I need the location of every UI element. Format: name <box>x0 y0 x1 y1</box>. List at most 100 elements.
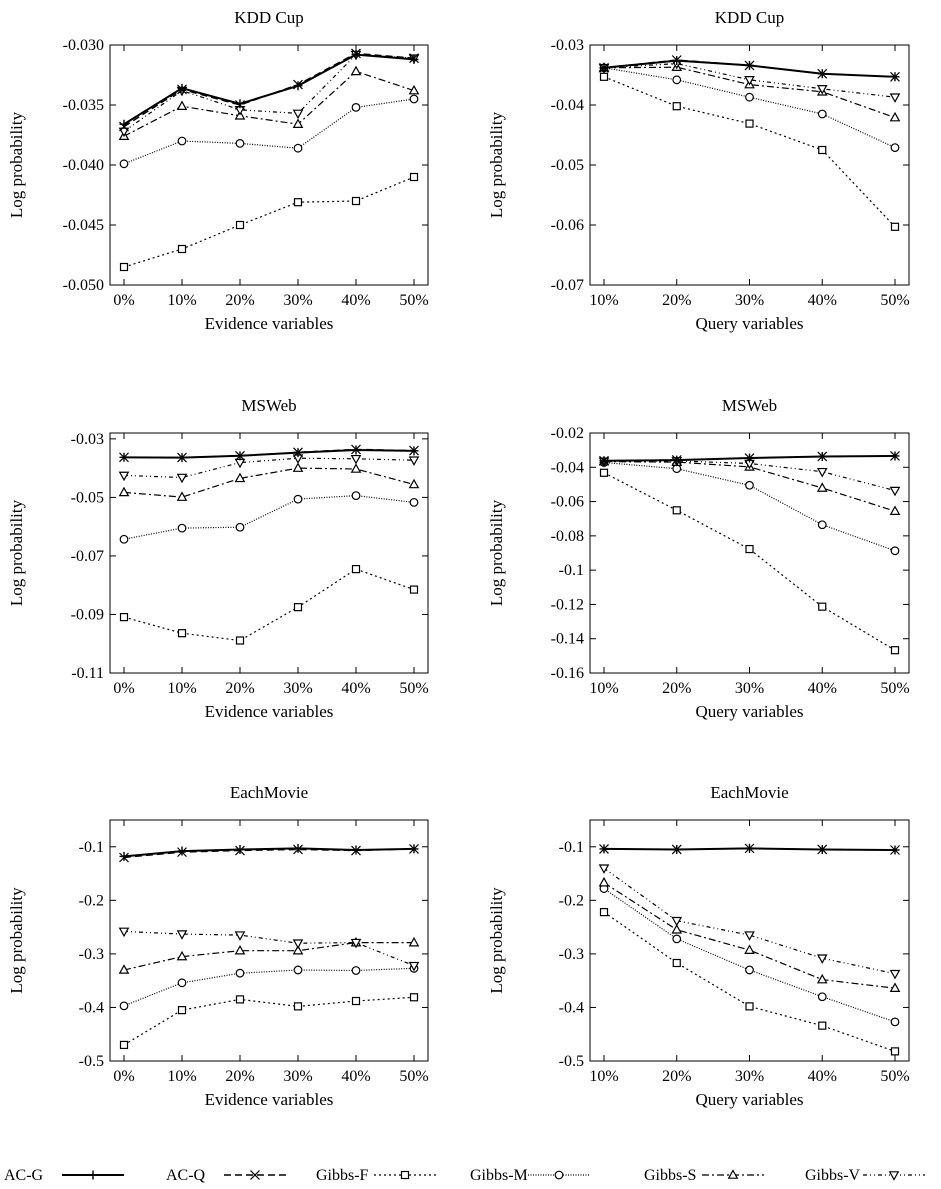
y-tick-label: -0.4 <box>559 999 584 1016</box>
legend-label: AC-G <box>4 1167 44 1184</box>
chart-panel-3: MSWeb -0.11 -0.09 -0.07 -0.05 -0.03 0% 10% 20% 30… <box>7 396 429 721</box>
y-tick-label: -0.2 <box>79 892 104 909</box>
series-gibbs-v <box>598 864 901 980</box>
x-tick-label: 0% <box>113 292 134 309</box>
series-line-gibbs-f <box>123 996 415 1046</box>
series-line-gibbs-v <box>603 62 896 98</box>
y-tick-label: -0.050 <box>63 277 104 294</box>
x-tick-label: 40% <box>341 292 370 309</box>
data-point-ac-g <box>177 83 187 93</box>
x-tick-label: 30% <box>735 1068 764 1085</box>
y-tick-label: -0.5 <box>559 1053 584 1070</box>
y-axis-label: Log probability <box>7 111 26 218</box>
data-point-gibbs-s <box>744 944 755 954</box>
data-point-ac-g <box>235 451 245 461</box>
data-point-ac-g <box>672 844 682 854</box>
data-point-gibbs-v <box>350 454 362 465</box>
legend-entry-gibbs-s: Gibbs-S <box>644 1167 764 1184</box>
legend-label: Gibbs-S <box>644 1167 696 1184</box>
data-point-gibbs-m <box>235 968 245 978</box>
series-gibbs-m <box>599 458 900 556</box>
data-point-gibbs-m <box>119 534 129 544</box>
data-point-gibbs-f <box>890 646 900 655</box>
data-point-ac-g <box>745 843 754 853</box>
series-line-gibbs-m <box>123 494 415 540</box>
series-gibbs-f <box>119 993 419 1050</box>
data-point-gibbs-m <box>890 1017 900 1027</box>
series-gibbs-v <box>118 50 420 138</box>
series-line-ac-g <box>123 53 415 126</box>
y-tick-label: -0.030 <box>63 37 104 54</box>
data-point-gibbs-v <box>408 961 420 972</box>
chart-panel-4: MSWeb -0.16 -0.14 -0.12 -0.1 -0.08 -0.06 -0.04 -… <box>487 396 910 721</box>
y-axis-label: Log probability <box>487 499 506 606</box>
x-axis-label: Evidence variables <box>205 1090 334 1109</box>
data-point-gibbs-m <box>745 965 754 975</box>
x-tick-label: 50% <box>399 1068 428 1085</box>
data-point-ac-g <box>890 845 900 855</box>
x-tick-label: 10% <box>589 292 618 309</box>
y-tick-label: -0.08 <box>551 528 584 545</box>
data-point-ac-g <box>235 99 245 109</box>
x-tick-label: 20% <box>225 1068 254 1085</box>
data-point-ac-g <box>119 119 129 129</box>
data-point-gibbs-s <box>408 936 420 947</box>
y-tick-label: -0.16 <box>551 665 584 682</box>
series-line-gibbs-s <box>123 70 415 137</box>
data-point-gibbs-s <box>234 944 246 955</box>
x-tick-label: 10% <box>167 1068 196 1085</box>
y-tick-label: -0.02 <box>551 425 584 442</box>
x-tick-label: 40% <box>808 680 837 697</box>
data-point-gibbs-s <box>598 876 610 887</box>
y-tick-label: -0.03 <box>551 37 584 54</box>
data-point-gibbs-f <box>235 995 245 1004</box>
data-point-gibbs-f <box>177 1006 187 1015</box>
x-tick-label: 40% <box>341 680 370 697</box>
y-tick-label: -0.06 <box>551 494 584 511</box>
y-tick-label: -0.3 <box>79 946 104 963</box>
data-point-gibbs-v <box>889 93 901 103</box>
data-point-gibbs-s <box>816 482 828 492</box>
data-point-gibbs-f <box>119 612 129 622</box>
legend-label: Gibbs-V <box>805 1167 861 1184</box>
series-line-gibbs-f <box>603 76 896 228</box>
y-tick-label: -0.14 <box>551 631 584 648</box>
series-line-ac-q <box>123 848 415 859</box>
data-point-gibbs-f <box>177 629 187 638</box>
x-tick-label: 20% <box>662 292 691 309</box>
data-point-gibbs-m <box>745 480 754 490</box>
y-tick-label: -0.3 <box>559 946 584 963</box>
y-tick-label: -0.2 <box>559 892 584 909</box>
data-point-ac-g <box>293 843 303 853</box>
x-tick-label: 10% <box>589 1068 618 1085</box>
data-point-gibbs-f <box>672 506 681 515</box>
data-point-gibbs-s <box>176 950 188 961</box>
data-point-ac-g <box>409 54 419 64</box>
data-point-ac-g <box>409 844 419 854</box>
y-tick-label: -0.1 <box>559 839 584 856</box>
chart-title: MSWeb <box>241 396 296 415</box>
y-tick-label: -0.040 <box>63 157 104 174</box>
x-tick-label: 10% <box>589 680 618 697</box>
data-point-gibbs-f <box>818 145 827 155</box>
data-point-ac-g <box>119 851 129 861</box>
data-point-gibbs-m <box>409 497 419 507</box>
data-point-gibbs-m <box>235 522 245 532</box>
data-point-gibbs-m <box>235 138 245 148</box>
data-point-ac-g <box>177 453 187 463</box>
data-point-gibbs-f <box>818 1021 827 1030</box>
y-tick-label: -0.12 <box>551 596 584 613</box>
data-point-gibbs-m <box>177 523 187 533</box>
x-axis-label: Query variables <box>695 1090 803 1109</box>
data-point-gibbs-f <box>409 585 419 594</box>
plot-frame <box>109 44 429 286</box>
data-point-ac-g <box>351 445 361 455</box>
data-point-gibbs-m <box>351 491 361 501</box>
series-gibbs-f <box>119 172 419 272</box>
data-point-ac-g <box>817 69 827 79</box>
data-point-gibbs-m <box>409 94 419 104</box>
data-point-gibbs-s <box>234 472 246 483</box>
data-point-gibbs-m <box>890 546 900 556</box>
y-tick-label: -0.05 <box>551 157 584 174</box>
legend-label: Gibbs-M <box>470 1167 528 1184</box>
